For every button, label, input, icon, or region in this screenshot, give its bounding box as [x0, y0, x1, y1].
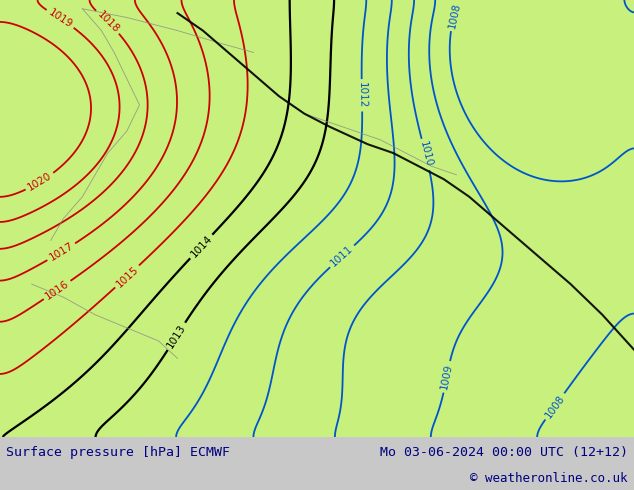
Text: 1011: 1011: [329, 244, 355, 269]
Text: 1008: 1008: [543, 393, 567, 420]
Text: 1012: 1012: [357, 82, 367, 109]
Text: 1009: 1009: [439, 363, 455, 391]
Text: 1013: 1013: [165, 322, 188, 350]
Text: 1015: 1015: [114, 264, 140, 289]
Text: 1016: 1016: [44, 278, 71, 302]
Text: 1010: 1010: [418, 141, 434, 169]
Text: 1017: 1017: [48, 241, 75, 263]
Text: 1014: 1014: [188, 233, 214, 260]
Text: 1008: 1008: [446, 1, 462, 29]
Text: 1020: 1020: [26, 171, 54, 193]
Text: Mo 03-06-2024 00:00 UTC (12+12): Mo 03-06-2024 00:00 UTC (12+12): [380, 446, 628, 460]
Text: © weatheronline.co.uk: © weatheronline.co.uk: [470, 472, 628, 485]
Text: 1018: 1018: [95, 9, 120, 35]
Text: Surface pressure [hPa] ECMWF: Surface pressure [hPa] ECMWF: [6, 446, 230, 460]
Text: 1019: 1019: [46, 7, 74, 30]
